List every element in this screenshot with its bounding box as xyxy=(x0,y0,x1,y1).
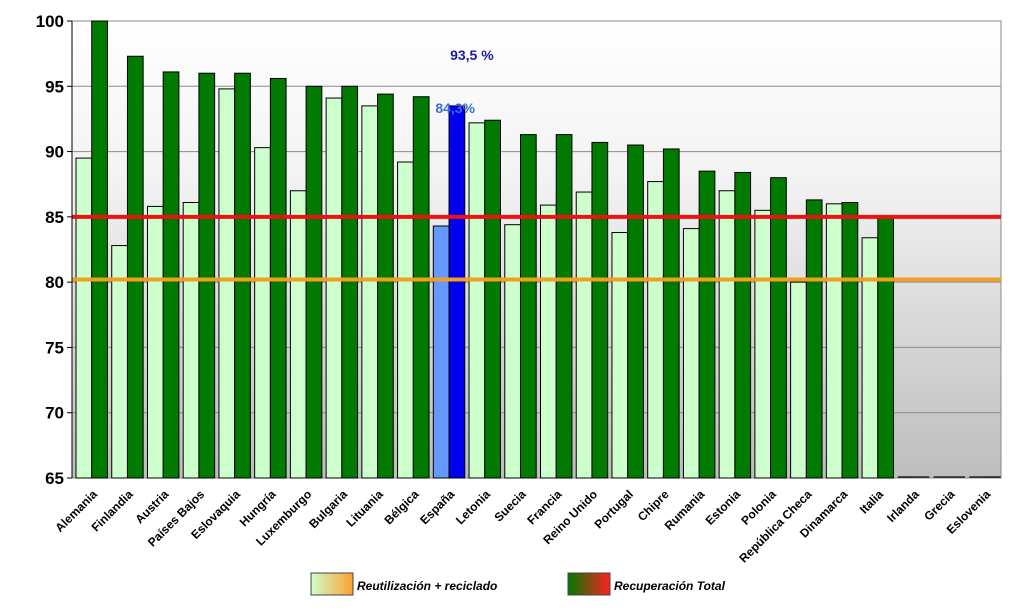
bar-recuperacion-total-paises-bajos xyxy=(198,72,216,479)
bar-reutilizacion-reciclado-espana xyxy=(432,225,450,479)
bar-recuperacion-total-austria xyxy=(162,71,180,479)
bars xyxy=(75,20,1001,479)
y-tick-label: 65 xyxy=(45,469,64,488)
category-label-suecia: Suecia xyxy=(491,487,528,524)
bar-recuperacion-total-republica-checa xyxy=(805,199,823,479)
y-tick-label: 100 xyxy=(36,12,64,31)
bar-reutilizacion-reciclado-dinamarca xyxy=(825,203,843,479)
category-label-estonia: Estonia xyxy=(703,487,744,528)
y-axis: 65 70 75 80 85 90 95 100 xyxy=(36,12,73,488)
bar-recuperacion-total-italia xyxy=(877,216,895,479)
category-label-portugal: Portugal xyxy=(592,487,636,531)
bar-reutilizacion-reciclado-austria xyxy=(146,205,164,479)
category-label-bulgaria: Bulgaria xyxy=(306,487,350,531)
bar-recuperacion-total-portugal xyxy=(627,144,644,479)
bar-reutilizacion-reciclado-alemania xyxy=(75,157,93,479)
bar-reutilizacion-reciclado-eslovaquia xyxy=(218,88,236,479)
bar-reutilizacion-reciclado-letonia xyxy=(468,122,486,479)
bar-reutilizacion-reciclado-suecia xyxy=(504,224,521,479)
bar-reutilizacion-reciclado-reino-unido xyxy=(575,191,593,479)
bar-recuperacion-total-suecia xyxy=(519,134,537,479)
bar-reutilizacion-reciclado-italia xyxy=(861,237,879,479)
bar-reutilizacion-reciclado-polonia xyxy=(754,209,772,479)
bar-recuperacion-total-luxemburgo xyxy=(305,85,323,479)
y-tick-label: 90 xyxy=(45,143,64,162)
bar-recuperacion-total-letonia xyxy=(484,119,501,479)
bar-recuperacion-total-estonia xyxy=(734,171,752,479)
bar-reutilizacion-reciclado-estonia xyxy=(718,190,736,479)
bar-reutilizacion-reciclado-francia xyxy=(540,204,557,479)
bar-reutilizacion-reciclado-lituania xyxy=(361,105,379,479)
y-tick-label: 70 xyxy=(45,404,64,423)
bar-recuperacion-total-polonia xyxy=(770,177,787,479)
annotations: 93,5 % 84,3% xyxy=(435,47,494,116)
bar-recuperacion-total-lituania xyxy=(377,93,394,479)
bar-reutilizacion-reciclado-paises-bajos xyxy=(182,201,200,479)
legend-swatch-recuperacion xyxy=(567,572,611,596)
bar-reutilizacion-reciclado-luxemburgo xyxy=(289,190,307,479)
bar-reutilizacion-reciclado-republica-checa xyxy=(790,281,807,479)
bar-recuperacion-total-alemania xyxy=(91,20,108,479)
bar-recuperacion-total-belgica xyxy=(412,96,430,479)
y-tick-label: 75 xyxy=(45,338,64,357)
category-label-letonia: Letonia xyxy=(453,487,493,527)
legend-label-reutilizacion: Reutilización + reciclado xyxy=(357,579,497,593)
category-label-italia: Italia xyxy=(857,487,886,516)
category-label-rumania: Rumania xyxy=(662,487,708,533)
bar-recuperacion-total-bulgaria xyxy=(341,85,359,479)
bar-recuperacion-total-espana xyxy=(448,105,466,479)
bar-reutilizacion-reciclado-chipre xyxy=(647,181,664,479)
category-label-espana: España xyxy=(417,487,457,527)
legend: Reutilización + reciclado Recuperación T… xyxy=(310,572,726,596)
y-tick-label: 80 xyxy=(45,273,64,292)
legend-swatch-reutilizacion xyxy=(310,572,354,596)
bar-recuperacion-total-eslovaquia xyxy=(234,72,251,479)
category-label-lituania: Lituania xyxy=(343,487,386,530)
y-tick-label: 95 xyxy=(45,77,64,96)
category-label-belgica: Bélgica xyxy=(381,487,421,527)
annotation-label: 84,3% xyxy=(435,100,475,116)
bar-recuperacion-total-chipre xyxy=(662,148,680,479)
bar-reutilizacion-reciclado-rumania xyxy=(682,228,700,479)
legend-label-recuperacion: Recuperación Total xyxy=(614,579,726,593)
bar-recuperacion-total-dinamarca xyxy=(841,201,859,479)
bar-recuperacion-total-reino-unido xyxy=(591,141,609,479)
bar-recuperacion-total-finlandia xyxy=(126,55,144,479)
bar-reutilizacion-reciclado-belgica xyxy=(397,161,414,479)
bar-recuperacion-total-rumania xyxy=(698,170,716,479)
y-tick-label: 85 xyxy=(45,208,64,227)
bar-reutilizacion-reciclado-hungria xyxy=(254,147,271,479)
annotation-label: 93,5 % xyxy=(450,47,494,63)
reference-lines xyxy=(72,214,1001,282)
bar-recuperacion-total-francia xyxy=(555,134,573,479)
bar-reutilizacion-reciclado-bulgaria xyxy=(325,97,343,479)
bar-reutilizacion-reciclado-portugal xyxy=(611,232,629,479)
category-label-irlanda: Irlanda xyxy=(884,487,922,525)
